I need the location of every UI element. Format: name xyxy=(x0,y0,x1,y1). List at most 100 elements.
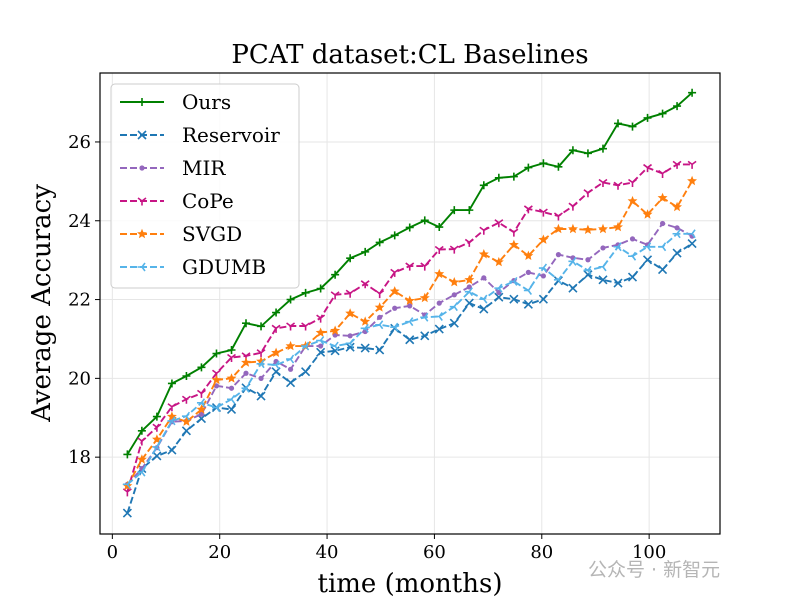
data-point-ours xyxy=(123,450,132,459)
data-point-svgd xyxy=(285,340,296,351)
data-point-gdumb xyxy=(464,287,473,297)
data-point-reservoir xyxy=(657,265,668,275)
data-point-gdumb xyxy=(286,354,295,364)
legend-marker xyxy=(139,165,145,171)
watermark: 公众号 · 新智元 xyxy=(588,559,721,581)
data-point-cope xyxy=(122,488,132,497)
data-point-ours xyxy=(658,109,667,118)
data-point-cope xyxy=(137,437,147,446)
data-point-ours xyxy=(272,308,281,317)
series-cope xyxy=(122,160,697,497)
data-point-ours xyxy=(182,371,191,380)
data-point-mir xyxy=(600,245,606,251)
data-point-gdumb xyxy=(598,262,607,272)
data-point-svgd xyxy=(613,221,623,232)
data-point-ours xyxy=(420,216,429,225)
x-tick-label: 60 xyxy=(423,542,446,563)
x-tick-label: 100 xyxy=(632,542,666,563)
legend-label: Reservoir xyxy=(182,123,280,147)
data-point-reservoir xyxy=(420,331,430,341)
data-point-ours xyxy=(509,172,518,181)
data-point-cope xyxy=(643,163,653,173)
data-point-reservoir xyxy=(152,451,162,461)
data-point-svgd xyxy=(464,274,475,285)
data-point-gdumb xyxy=(449,302,458,312)
data-point-gdumb xyxy=(687,229,696,239)
data-point-ours xyxy=(673,102,682,111)
data-point-reservoir xyxy=(464,298,474,308)
data-point-mir xyxy=(674,225,680,231)
data-point-ours xyxy=(614,119,623,128)
data-point-svgd xyxy=(657,192,668,203)
data-point-cope xyxy=(420,262,430,271)
data-point-mir xyxy=(318,343,324,349)
legend-label: MIR xyxy=(182,156,226,180)
data-point-svgd xyxy=(434,268,445,279)
data-point-svgd xyxy=(136,454,147,464)
series-gdumb xyxy=(122,229,696,489)
data-point-gdumb xyxy=(167,416,176,426)
data-point-cope xyxy=(509,228,519,237)
legend-marker xyxy=(137,197,147,206)
data-point-gdumb xyxy=(227,394,236,404)
data-point-mir xyxy=(347,333,353,339)
data-point-cope xyxy=(345,289,355,298)
data-point-mir xyxy=(659,220,666,227)
data-point-svgd xyxy=(419,292,430,303)
data-point-svgd xyxy=(598,223,608,234)
data-point-ours xyxy=(316,284,325,293)
y-tick-label: 18 xyxy=(68,447,91,468)
data-point-svgd xyxy=(687,175,697,186)
data-point-cope xyxy=(538,208,548,217)
data-point-svgd xyxy=(523,250,534,260)
chart-title: PCAT dataset:CL Baselines xyxy=(231,40,588,70)
data-point-cope xyxy=(658,169,668,178)
legend-marker xyxy=(137,228,147,239)
data-point-ours xyxy=(137,426,146,435)
data-point-gdumb xyxy=(658,242,667,252)
data-point-reservoir xyxy=(301,367,311,377)
x-axis-label: time (months) xyxy=(318,569,503,599)
data-point-svgd xyxy=(271,347,281,357)
data-point-gdumb xyxy=(405,317,414,327)
data-point-svgd xyxy=(360,316,371,326)
data-point-reservoir xyxy=(538,294,548,304)
data-point-svgd xyxy=(167,411,177,421)
data-point-cope xyxy=(286,322,296,331)
series-svgd xyxy=(122,175,697,491)
data-point-gdumb xyxy=(137,467,146,477)
data-point-cope xyxy=(227,353,236,362)
data-point-mir xyxy=(198,411,205,417)
legend-label: CoPe xyxy=(182,189,234,213)
data-point-mir xyxy=(407,303,413,309)
data-point-mir xyxy=(466,284,472,290)
series-ours xyxy=(123,88,697,459)
data-point-ours xyxy=(435,223,444,232)
data-point-cope xyxy=(181,395,191,404)
data-point-svgd xyxy=(374,302,385,312)
data-point-reservoir xyxy=(316,347,326,357)
data-point-reservoir xyxy=(122,508,132,518)
data-point-svgd xyxy=(404,295,415,305)
legend-entry-ours: Ours xyxy=(120,90,231,114)
data-point-svgd xyxy=(330,325,341,335)
y-tick-label: 22 xyxy=(68,290,91,311)
data-point-reservoir xyxy=(627,272,638,282)
data-point-cope xyxy=(464,238,474,247)
data-point-cope xyxy=(687,160,697,169)
data-point-reservoir xyxy=(494,292,504,302)
legend-entry-svgd: SVGD xyxy=(120,222,242,246)
data-point-ours xyxy=(583,149,592,158)
legend-marker xyxy=(137,130,147,140)
data-point-gdumb xyxy=(568,256,577,266)
data-point-reservoir xyxy=(583,270,593,280)
data-point-ours xyxy=(361,247,370,256)
data-point-reservoir xyxy=(523,299,533,309)
data-point-mir xyxy=(585,257,591,263)
data-point-gdumb xyxy=(181,411,191,421)
data-point-mir xyxy=(451,292,457,298)
legend-label: SVGD xyxy=(182,222,242,246)
data-point-reservoir xyxy=(613,278,623,288)
data-point-gdumb xyxy=(345,338,354,348)
data-point-gdumb xyxy=(479,294,488,304)
